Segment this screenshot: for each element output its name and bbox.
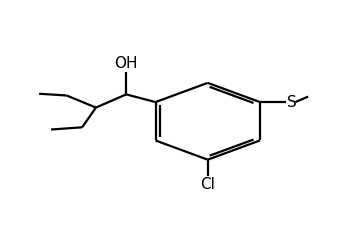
- Text: OH: OH: [114, 56, 138, 71]
- Text: Cl: Cl: [200, 177, 215, 192]
- Text: S: S: [287, 94, 297, 110]
